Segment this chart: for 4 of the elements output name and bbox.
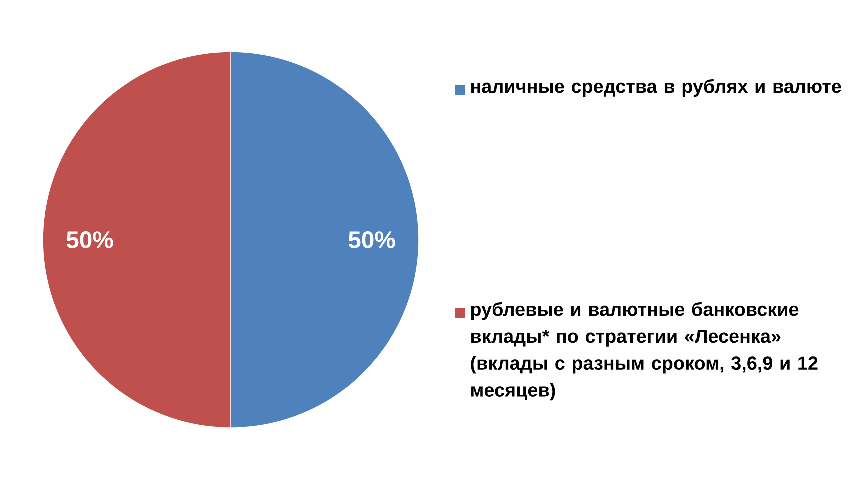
data-label: 50% [348,232,396,248]
data-label: 50% [66,232,114,248]
legend-label: наличные средства в рублях и валюте [472,79,842,97]
legend-label: рублевые и валютные банковские вклады* по стратегии «Лесенка» (вклады с разным сроком, 3,6,9 и 12 месяцев) [471,302,818,401]
